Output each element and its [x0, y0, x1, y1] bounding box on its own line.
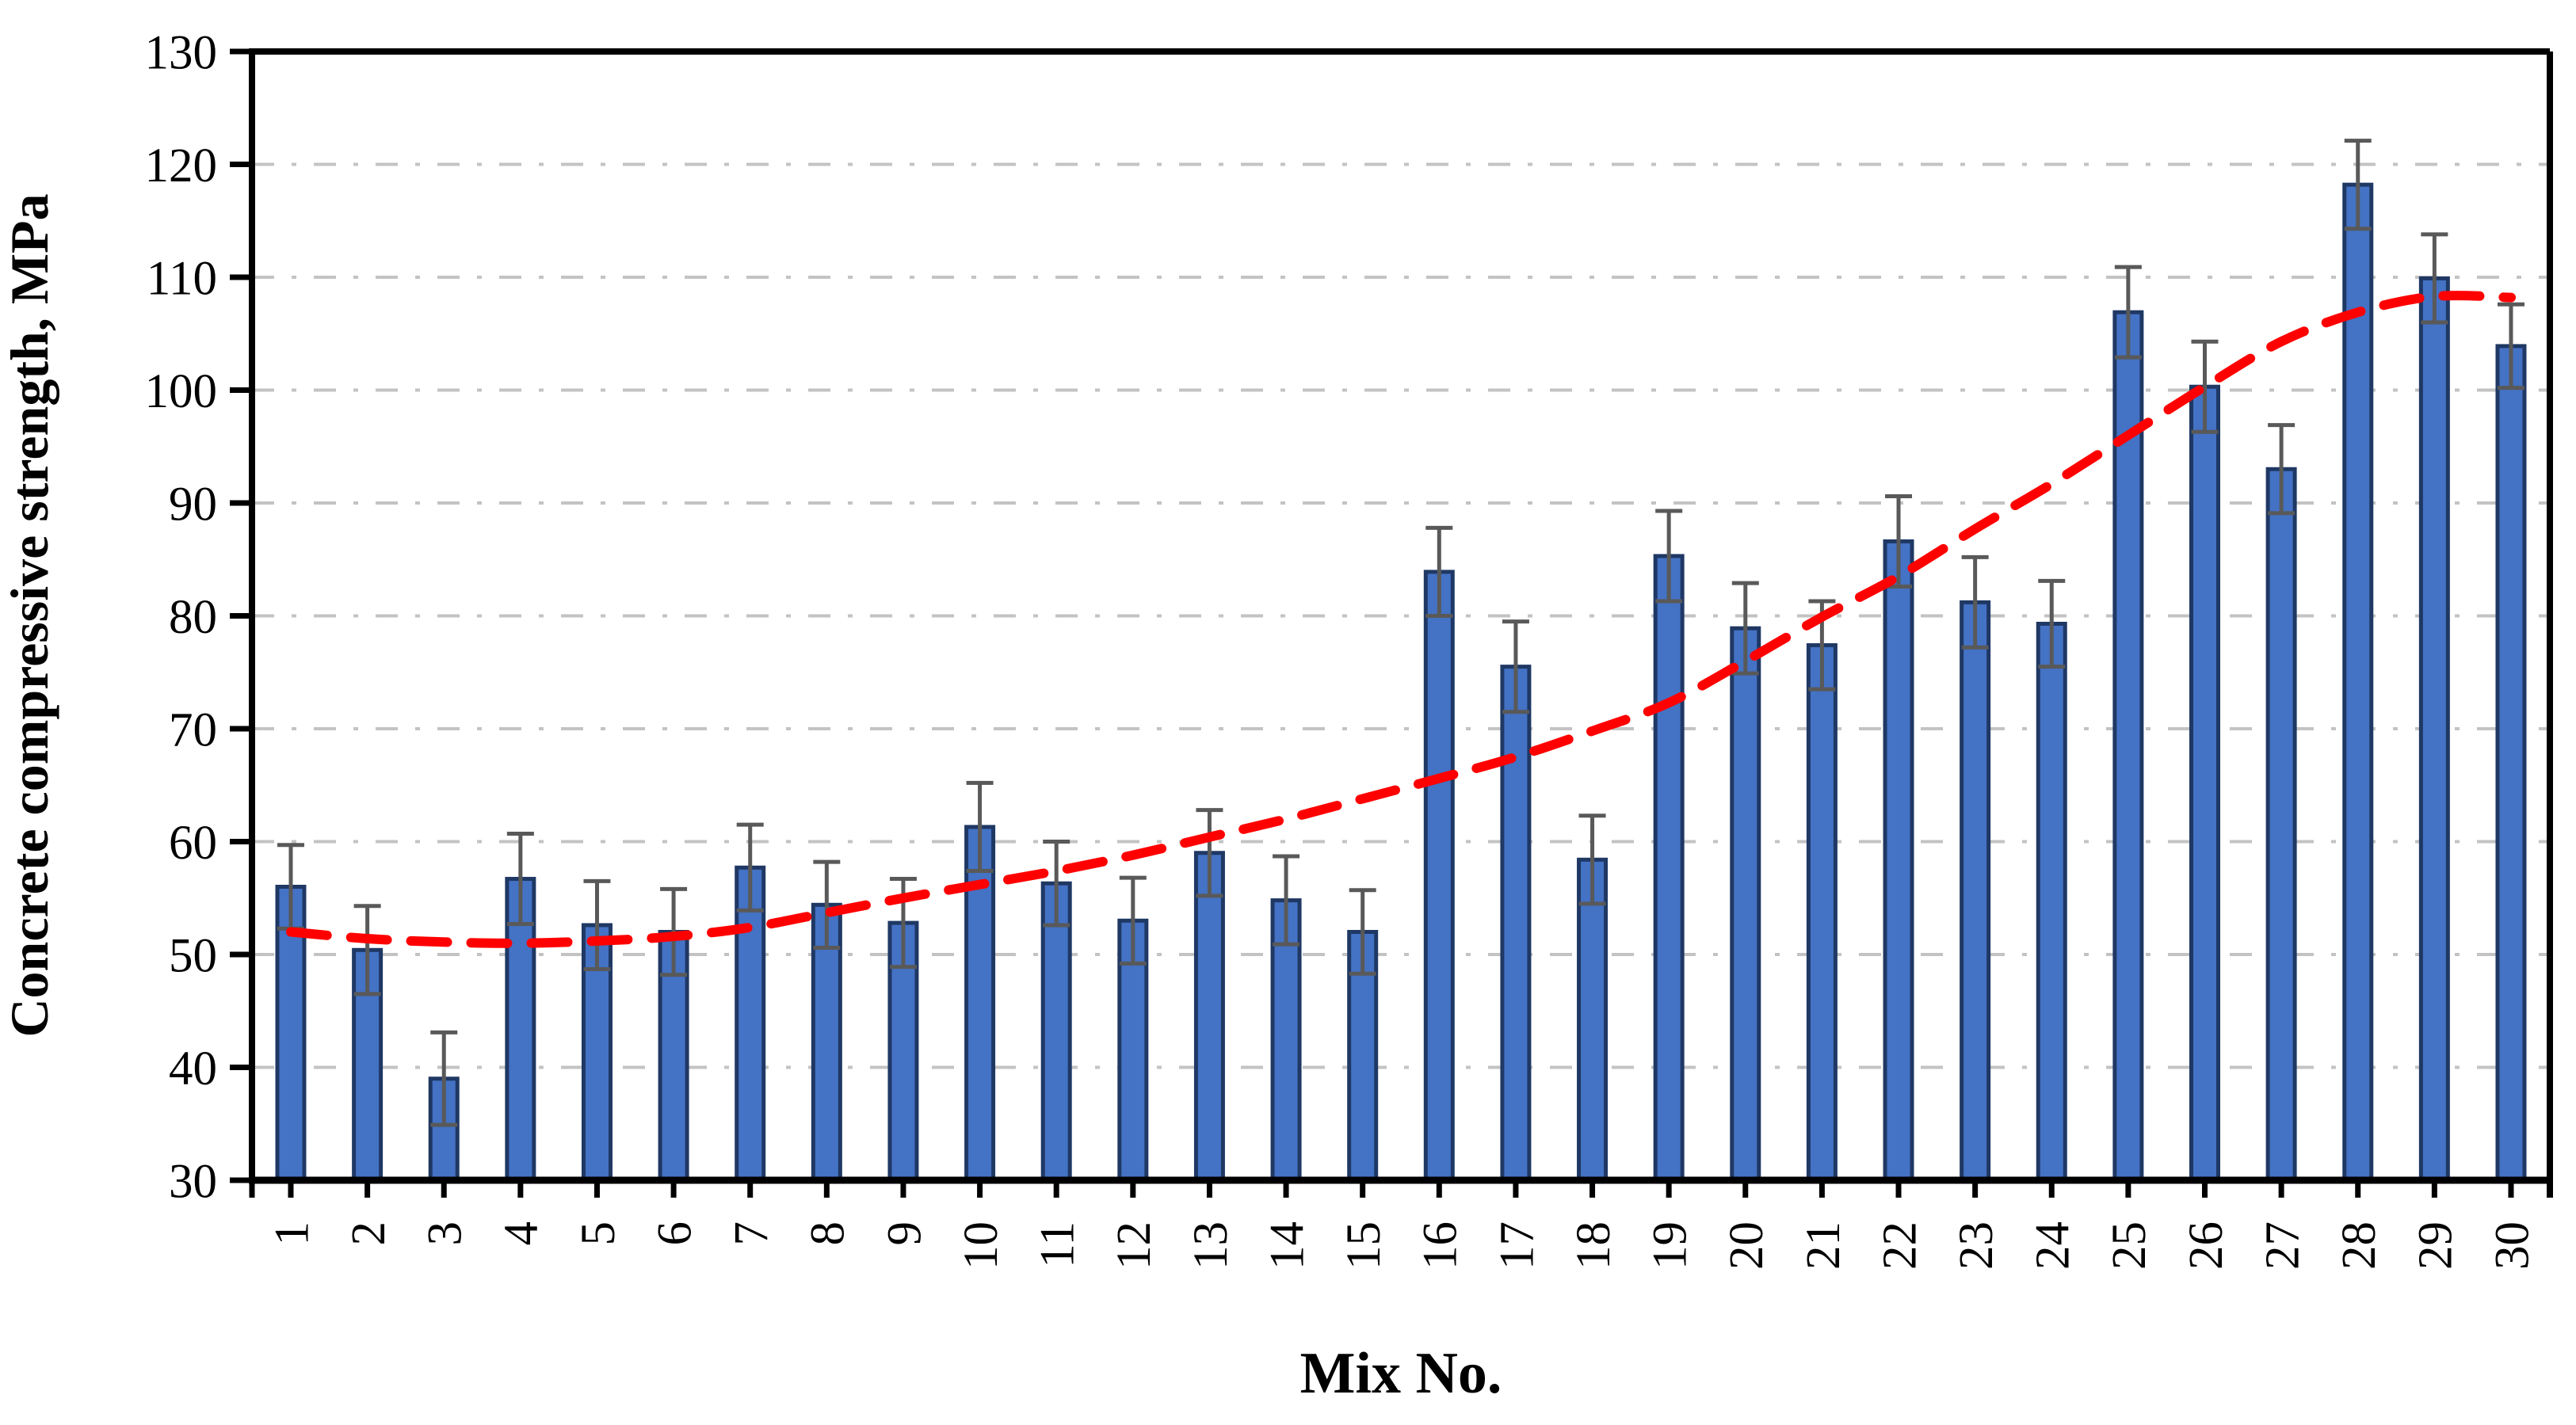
error-bar-mix-3 — [430, 1030, 458, 1127]
x-tick-label-12: 12 — [1108, 1221, 1161, 1270]
x-tick-label-21: 21 — [1797, 1221, 1850, 1270]
x-tick-label-22: 22 — [1873, 1221, 1926, 1270]
x-tick-label-2: 2 — [342, 1221, 395, 1246]
error-bar-mix-17 — [1502, 619, 1529, 714]
y-tick-label-30: 30 — [169, 1155, 217, 1208]
x-tick-label-26: 26 — [2180, 1221, 2233, 1270]
error-bar-mix-27 — [2268, 423, 2296, 516]
bar-mix-22 — [1883, 539, 1914, 1183]
x-tick-label-13: 13 — [1185, 1221, 1238, 1270]
bar-mix-18 — [1577, 857, 1609, 1183]
y-tick-label-130: 130 — [145, 26, 218, 79]
error-bar-mix-14 — [1273, 854, 1300, 947]
x-tick-label-1: 1 — [265, 1221, 319, 1246]
bars-layer — [275, 182, 2527, 1183]
error-bar-mix-18 — [1578, 813, 1606, 906]
x-tick-label-18: 18 — [1567, 1221, 1620, 1270]
y-tick-label-70: 70 — [169, 703, 217, 756]
error-bar-mix-11 — [1043, 840, 1070, 928]
error-bar-mix-10 — [966, 780, 994, 874]
error-bar-mix-15 — [1349, 888, 1376, 976]
error-bar-mix-7 — [736, 822, 764, 913]
bar-mix-7 — [735, 865, 766, 1183]
error-bar-mix-23 — [1961, 554, 1989, 650]
y-tick-label-60: 60 — [169, 817, 217, 870]
x-tick-label-10: 10 — [955, 1221, 1008, 1270]
bar-mix-26 — [2189, 384, 2220, 1183]
error-bar-mix-5 — [583, 878, 611, 972]
error-bar-mix-4 — [506, 832, 534, 927]
y-axis-title: Concrete compressive strength, MPa — [0, 193, 59, 1037]
x-tick-label-27: 27 — [2256, 1221, 2309, 1270]
bar-mix-29 — [2418, 276, 2450, 1183]
x-tick-label-4: 4 — [495, 1221, 548, 1246]
error-bar-mix-13 — [1196, 808, 1223, 898]
x-tick-label-6: 6 — [648, 1221, 701, 1246]
bar-mix-24 — [2036, 621, 2067, 1183]
x-tick-label-15: 15 — [1338, 1221, 1391, 1270]
x-tick-label-25: 25 — [2103, 1221, 2156, 1270]
gridlines-layer — [252, 162, 2550, 1069]
error-bar-mix-26 — [2191, 339, 2219, 434]
bar-mix-20 — [1730, 626, 1761, 1183]
bar-mix-8 — [811, 902, 842, 1183]
trend-line — [286, 291, 2516, 948]
x-tick-label-9: 9 — [878, 1221, 931, 1246]
x-tick-label-14: 14 — [1261, 1221, 1314, 1270]
y-tick-label-90: 90 — [169, 478, 217, 531]
bar-mix-11 — [1040, 881, 1072, 1183]
x-tick-label-28: 28 — [2333, 1221, 2386, 1270]
x-tick-label-11: 11 — [1032, 1221, 1085, 1268]
bar-mix-13 — [1193, 851, 1225, 1183]
trend-line-layer — [286, 291, 2516, 948]
x-tick-label-8: 8 — [802, 1221, 855, 1246]
x-tick-label-23: 23 — [1950, 1221, 2003, 1270]
x-axis-title: Mix No. — [1300, 1341, 1502, 1406]
x-tick-label-16: 16 — [1414, 1221, 1467, 1270]
bar-mix-30 — [2495, 344, 2527, 1183]
error-bar-mix-28 — [2344, 139, 2372, 231]
error-bar-mix-30 — [2497, 302, 2524, 391]
x-tick-label-17: 17 — [1490, 1221, 1544, 1270]
bar-mix-16 — [1423, 570, 1455, 1183]
axes-layer — [230, 48, 2553, 1198]
y-tick-label-40: 40 — [169, 1042, 217, 1095]
bar-mix-23 — [1960, 600, 1991, 1183]
x-tick-label-7: 7 — [725, 1221, 778, 1246]
y-tick-label-110: 110 — [147, 252, 217, 305]
y-tick-label-120: 120 — [145, 139, 218, 192]
bar-mix-19 — [1653, 554, 1685, 1183]
bar-mix-21 — [1806, 643, 1838, 1183]
bar-mix-28 — [2342, 182, 2374, 1183]
x-tick-label-19: 19 — [1644, 1221, 1697, 1270]
error-bar-mix-20 — [1731, 581, 1759, 676]
x-tick-label-20: 20 — [1720, 1221, 1773, 1270]
bar-mix-27 — [2265, 467, 2297, 1183]
y-tick-label-50: 50 — [169, 929, 217, 982]
error-bar-mix-25 — [2114, 265, 2142, 360]
error-bar-mix-24 — [2038, 578, 2066, 669]
x-tick-label-5: 5 — [572, 1221, 625, 1246]
bar-mix-17 — [1500, 665, 1532, 1183]
y-tick-label-100: 100 — [145, 365, 218, 418]
error-bar-mix-8 — [813, 859, 841, 950]
error-bar-mix-29 — [2421, 232, 2448, 325]
error-bar-mix-16 — [1425, 525, 1453, 618]
error-bars-layer — [277, 139, 2524, 1127]
error-bar-mix-19 — [1655, 509, 1683, 604]
error-bar-mix-2 — [353, 904, 381, 996]
x-tick-label-29: 29 — [2410, 1221, 2463, 1270]
error-bar-mix-12 — [1119, 875, 1147, 966]
x-tick-label-3: 3 — [419, 1221, 472, 1246]
x-tick-label-30: 30 — [2486, 1221, 2539, 1270]
y-tick-label-80: 80 — [169, 591, 217, 644]
x-tick-label-24: 24 — [2027, 1221, 2080, 1270]
